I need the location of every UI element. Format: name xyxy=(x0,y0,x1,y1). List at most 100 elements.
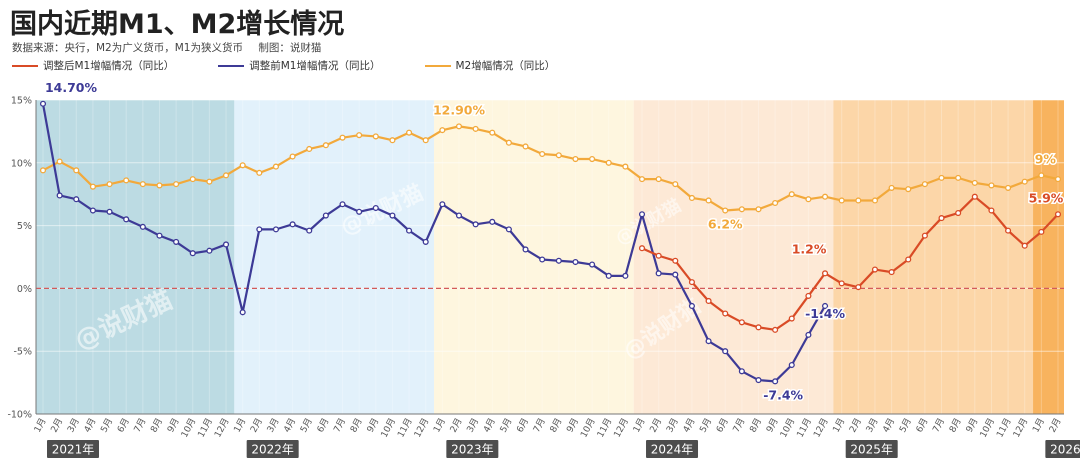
data-point xyxy=(455,123,463,130)
data-point xyxy=(505,226,512,233)
data-point xyxy=(772,199,779,207)
x-tick-label-month: 3月 xyxy=(664,416,681,434)
data-point xyxy=(406,227,413,234)
x-tick-label-month: 4月 xyxy=(282,416,299,434)
data-point xyxy=(755,206,762,213)
data-point xyxy=(356,132,363,139)
data-point xyxy=(688,302,695,310)
data-point xyxy=(1005,184,1012,191)
data-point xyxy=(622,163,629,170)
year-band-6 xyxy=(1033,100,1064,414)
x-tick-label-month: 10月 xyxy=(179,416,198,439)
chart-subtitle: 数据来源：央行，M2为广义货币，M1为狭义货币 制图：说财猫 xyxy=(12,40,333,55)
data-point xyxy=(206,178,213,185)
x-tick-label-month: 4月 xyxy=(681,416,698,434)
x-tick-label-month: 10月 xyxy=(379,416,398,439)
data-point xyxy=(788,361,795,369)
x-tick-label-month: 9月 xyxy=(964,416,981,434)
x-tick-label-month: 1月 xyxy=(32,416,49,434)
data-point xyxy=(722,348,729,355)
x-tick-label-month: 7月 xyxy=(332,416,349,434)
data-point xyxy=(389,137,396,144)
data-source-note: 数据来源：央行，M2为广义货币，M1为狭义货币 xyxy=(12,42,243,54)
data-point xyxy=(788,191,795,198)
x-tick-label-month: 11月 xyxy=(395,416,414,439)
data-point xyxy=(605,159,612,166)
data-point xyxy=(838,280,845,287)
data-point xyxy=(838,197,845,204)
chart-legend: 调整后M1增幅情况（同比） 调整前M1增幅情况（同比） M2增幅情况（同比） xyxy=(12,58,599,73)
x-tick-label-month: 12月 xyxy=(612,416,631,439)
data-point xyxy=(555,257,562,264)
x-tick-label-month: 2月 xyxy=(648,416,665,434)
x-tick-label-month: 8月 xyxy=(548,416,565,434)
data-point xyxy=(738,319,745,326)
data-point xyxy=(272,163,280,170)
x-tick-label-month: 3月 xyxy=(465,416,482,434)
data-point xyxy=(156,232,163,239)
x-tick-label-month: 4月 xyxy=(82,416,99,434)
data-point xyxy=(239,309,246,316)
data-point xyxy=(256,226,263,233)
x-tick-label-month: 3月 xyxy=(265,416,282,434)
data-label: 1.2% xyxy=(792,241,827,256)
data-point xyxy=(1005,227,1012,234)
x-tick-label-month: 10月 xyxy=(578,416,597,439)
legend-item-m2: M2增幅情况（同比） xyxy=(424,58,555,73)
data-point xyxy=(73,196,80,203)
data-label: 14.70% xyxy=(45,80,98,95)
data-point xyxy=(139,181,146,188)
data-point xyxy=(56,192,63,199)
x-tick-label-month: 10月 xyxy=(978,416,997,439)
data-point xyxy=(971,193,978,200)
legend-item-original-m1: 调整前M1增幅情况（同比） xyxy=(218,58,381,73)
data-point xyxy=(123,177,130,184)
year-label-text: 2026年 xyxy=(1050,443,1080,457)
data-point xyxy=(855,284,862,291)
data-point xyxy=(89,183,96,190)
data-point xyxy=(439,201,446,208)
year-band-5 xyxy=(833,100,1034,414)
year-label-bg xyxy=(646,440,699,458)
data-point xyxy=(888,184,895,191)
data-point xyxy=(605,272,612,279)
x-tick-label-month: 1月 xyxy=(631,416,648,434)
data-point xyxy=(522,143,529,150)
x-tick-label-month: 8月 xyxy=(947,416,964,434)
data-point xyxy=(106,181,113,188)
x-tick-label-month: 12月 xyxy=(1011,416,1030,439)
data-point xyxy=(1038,172,1045,179)
data-point xyxy=(239,162,246,169)
data-point xyxy=(705,338,712,345)
author-note: 制图：说财猫 xyxy=(258,42,322,54)
x-tick-label-month: 2月 xyxy=(847,416,864,434)
legend-swatch-adjusted-m1 xyxy=(12,64,38,67)
data-label: 6.2% xyxy=(708,217,743,232)
data-point xyxy=(738,368,745,375)
x-tick-label-month: 7月 xyxy=(731,416,748,434)
data-point xyxy=(356,208,363,215)
y-tick-label: 10% xyxy=(11,158,32,169)
x-tick-label-month: 6月 xyxy=(315,416,332,434)
data-point xyxy=(722,207,729,214)
data-point xyxy=(173,238,180,245)
data-point xyxy=(938,215,945,222)
year-label-text: 2025年 xyxy=(850,443,893,457)
data-point xyxy=(539,256,546,263)
y-tick-label: 15% xyxy=(11,96,32,107)
legend-swatch-original-m1 xyxy=(218,64,245,67)
data-point xyxy=(39,100,47,107)
data-point xyxy=(389,212,396,219)
x-tick-label-month: 10月 xyxy=(778,416,797,439)
data-point xyxy=(589,261,596,268)
data-point xyxy=(139,223,146,230)
data-point xyxy=(505,139,512,146)
x-tick-label-month: 5月 xyxy=(897,416,914,434)
data-point xyxy=(39,167,47,174)
data-point xyxy=(871,197,879,204)
year-label-bg xyxy=(1045,440,1080,458)
data-point xyxy=(322,142,329,149)
x-tick-label-month: 12月 xyxy=(811,416,830,439)
data-point xyxy=(539,150,546,158)
data-point xyxy=(123,216,130,223)
